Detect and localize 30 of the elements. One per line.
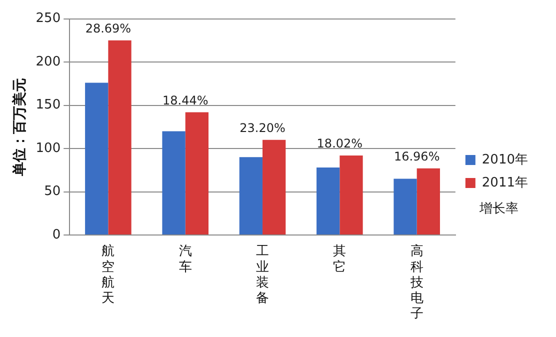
x-tick-label: 其它 [333, 244, 346, 275]
bar [162, 131, 186, 234]
bar [416, 168, 440, 234]
legend-label: 2011年 [482, 175, 528, 190]
y-tick-label: 250 [36, 11, 61, 26]
bar [394, 178, 417, 234]
bar [185, 112, 208, 234]
bar [316, 168, 340, 234]
annotation: 16.96% [394, 150, 440, 164]
x-tick-label: 航空航天 [102, 244, 115, 306]
bar [85, 82, 108, 234]
bar [340, 155, 363, 234]
annotation: 18.44% [162, 93, 208, 108]
annotation: 28.69% [85, 22, 132, 36]
x-tick-label: 高科技电子 [409, 243, 424, 322]
annotation: 23.20% [240, 120, 286, 135]
annotation: 18.02% [316, 136, 363, 151]
x-tick-label: 工业装备 [256, 244, 270, 306]
y-tick-label: 0 [52, 227, 61, 242]
y-tick-label: 50 [44, 184, 61, 200]
y-tick-label: 200 [36, 54, 61, 70]
bar [239, 157, 263, 234]
bar [262, 140, 286, 234]
y-axis-title: 单位：百万美元 [11, 78, 28, 177]
x-tick-label: 汽车 [178, 244, 192, 275]
y-tick-label: 150 [36, 98, 61, 113]
y-tick-label: 100 [36, 140, 61, 156]
bar [108, 40, 132, 234]
legend-label: 2010年 [482, 152, 528, 168]
text: 增长率 [478, 200, 518, 216]
